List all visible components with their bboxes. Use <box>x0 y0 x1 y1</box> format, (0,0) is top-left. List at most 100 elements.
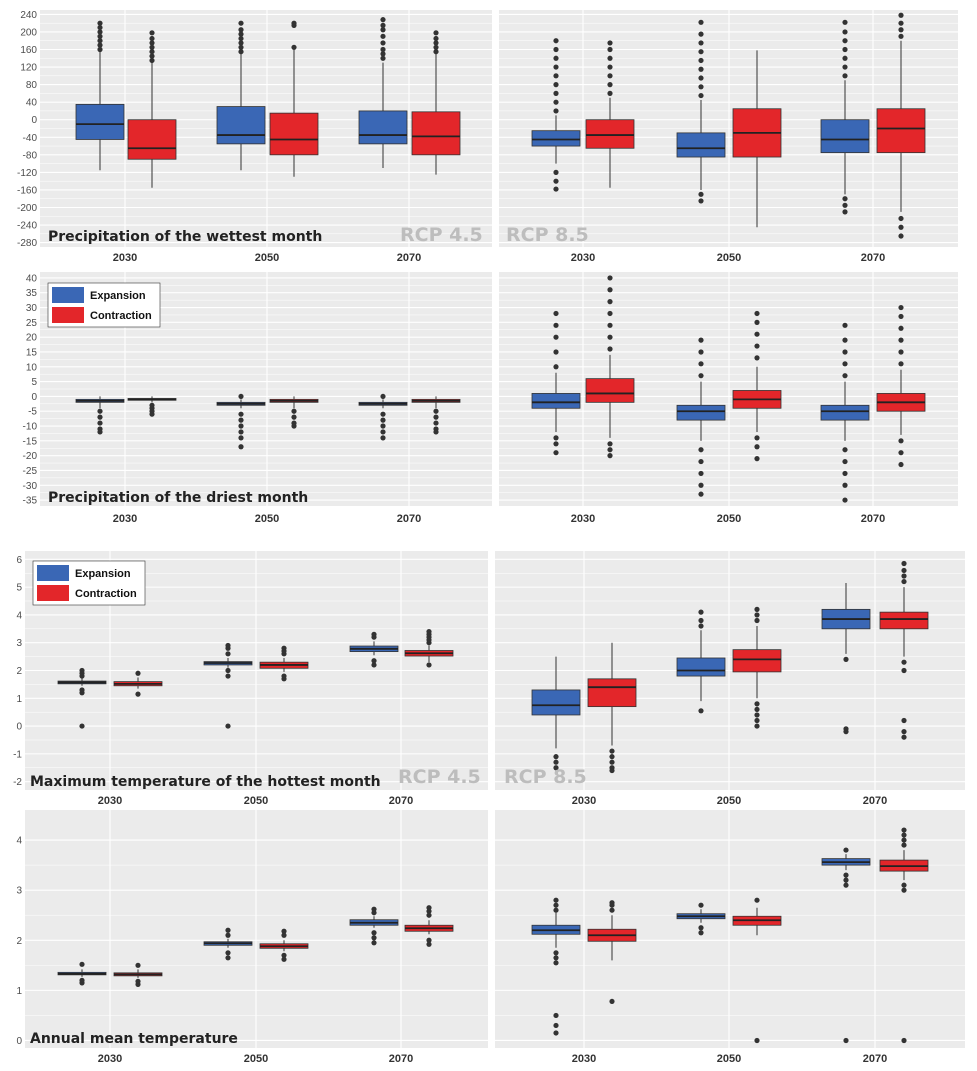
outlier-point <box>901 837 907 843</box>
panel-rcp85: 2030 2050 2070 <box>499 272 958 525</box>
outlier-point <box>238 423 244 429</box>
outlier-point <box>609 907 615 913</box>
x-tick-label: 2050 <box>244 1053 268 1065</box>
outlier-point <box>238 40 244 46</box>
outlier-point <box>843 872 849 878</box>
outlier-point <box>79 687 85 693</box>
outlier-point <box>843 656 849 662</box>
box-2070-contraction <box>876 304 926 468</box>
outlier-point <box>380 429 386 435</box>
outlier-point <box>291 414 297 420</box>
outlier-point <box>901 1037 907 1044</box>
y-tick-label: 120 <box>20 63 37 74</box>
x-tick-label: 2030 <box>113 252 137 264</box>
outlier-point <box>901 667 907 674</box>
box-iqr <box>127 119 177 160</box>
outlier-point <box>607 310 613 317</box>
outlier-point <box>698 19 704 25</box>
outlier-point <box>380 17 386 23</box>
y-tick-label: 160 <box>20 45 37 56</box>
outlier-point <box>898 20 904 26</box>
outlier-point <box>553 322 559 328</box>
outlier-point <box>607 334 613 340</box>
outlier-point <box>97 42 103 48</box>
box-iqr <box>75 103 125 140</box>
outlier-point <box>898 461 904 468</box>
outlier-point <box>238 31 244 37</box>
outlier-point <box>698 337 704 343</box>
outlier-point <box>901 734 907 740</box>
outlier-point <box>281 673 287 679</box>
outlier-point <box>553 186 559 192</box>
x-tick-label: 2050 <box>255 252 279 264</box>
outlier-point <box>607 90 613 96</box>
outlier-point <box>901 842 907 848</box>
panel-rcp45: 2030 2050 2070 <box>40 272 492 525</box>
box-iqr <box>585 378 635 403</box>
outlier-point <box>898 215 904 222</box>
outlier-point <box>901 573 907 579</box>
y-tick-label: 3 <box>16 638 22 649</box>
legend: Expansion Contraction <box>32 560 146 606</box>
outlier-point <box>898 224 904 230</box>
outlier-point <box>291 44 297 50</box>
box-iqr <box>531 130 581 147</box>
y-tick-label: 10 <box>26 362 38 373</box>
box-2050-contraction <box>732 310 782 462</box>
y-tick-label: -200 <box>17 203 37 214</box>
legend-label-contraction: Contraction <box>90 310 152 322</box>
outlier-point <box>609 900 615 906</box>
legend-swatch-expansion <box>37 565 69 581</box>
box-2070-contraction <box>411 30 461 175</box>
x-tick-label: 2050 <box>717 795 741 807</box>
panel-rcp85: 2030 2050 2070 <box>495 551 965 807</box>
box-iqr <box>585 119 635 149</box>
box-2050-contraction <box>732 606 782 729</box>
legend-label-expansion: Expansion <box>75 568 131 580</box>
chart-row-2: 2030 2050 2070 2030 2050 2070 40 35 30 25 20 15 10 5 0… <box>23 272 958 525</box>
y-tick-label: 240 <box>20 10 37 21</box>
outlier-point <box>149 44 155 50</box>
outlier-point <box>754 456 760 462</box>
outlier-point <box>842 29 848 35</box>
outlier-point <box>553 349 559 355</box>
outlier-point <box>238 417 244 423</box>
box-2030-contraction <box>585 40 635 188</box>
outlier-point <box>281 952 287 958</box>
outlier-point <box>553 38 559 44</box>
outlier-point <box>842 55 848 61</box>
outlier-point <box>843 1037 849 1044</box>
y-tick-label: 5 <box>31 377 37 388</box>
outlier-point <box>433 30 439 36</box>
box-2070-expansion <box>349 906 399 946</box>
outlier-point <box>225 932 231 938</box>
outlier-point <box>754 355 760 361</box>
box-2030-contraction <box>585 275 635 459</box>
outlier-point <box>901 567 907 574</box>
outlier-point <box>238 27 244 33</box>
box-iqr <box>531 689 581 716</box>
outlier-point <box>842 322 848 328</box>
outlier-point <box>97 414 103 420</box>
outlier-point <box>225 950 231 956</box>
box-iqr <box>216 106 266 145</box>
outlier-point <box>371 940 377 946</box>
outlier-point <box>380 51 386 57</box>
outlier-point <box>97 20 103 26</box>
outlier-point <box>238 444 244 450</box>
outlier-point <box>754 723 760 729</box>
outlier-point <box>553 1030 559 1036</box>
y-tick-label: 6 <box>16 555 22 566</box>
box-iqr <box>820 404 870 421</box>
outlier-point <box>553 897 559 903</box>
outlier-point <box>607 287 613 293</box>
outlier-point <box>433 40 439 46</box>
outlier-point <box>238 49 244 55</box>
outlier-point <box>898 325 904 331</box>
outlier-point <box>754 310 760 317</box>
outlier-point <box>380 411 386 417</box>
outlier-point <box>698 930 704 936</box>
box-2030-expansion <box>57 667 107 729</box>
outlier-point <box>898 33 904 39</box>
outlier-point <box>225 955 231 961</box>
